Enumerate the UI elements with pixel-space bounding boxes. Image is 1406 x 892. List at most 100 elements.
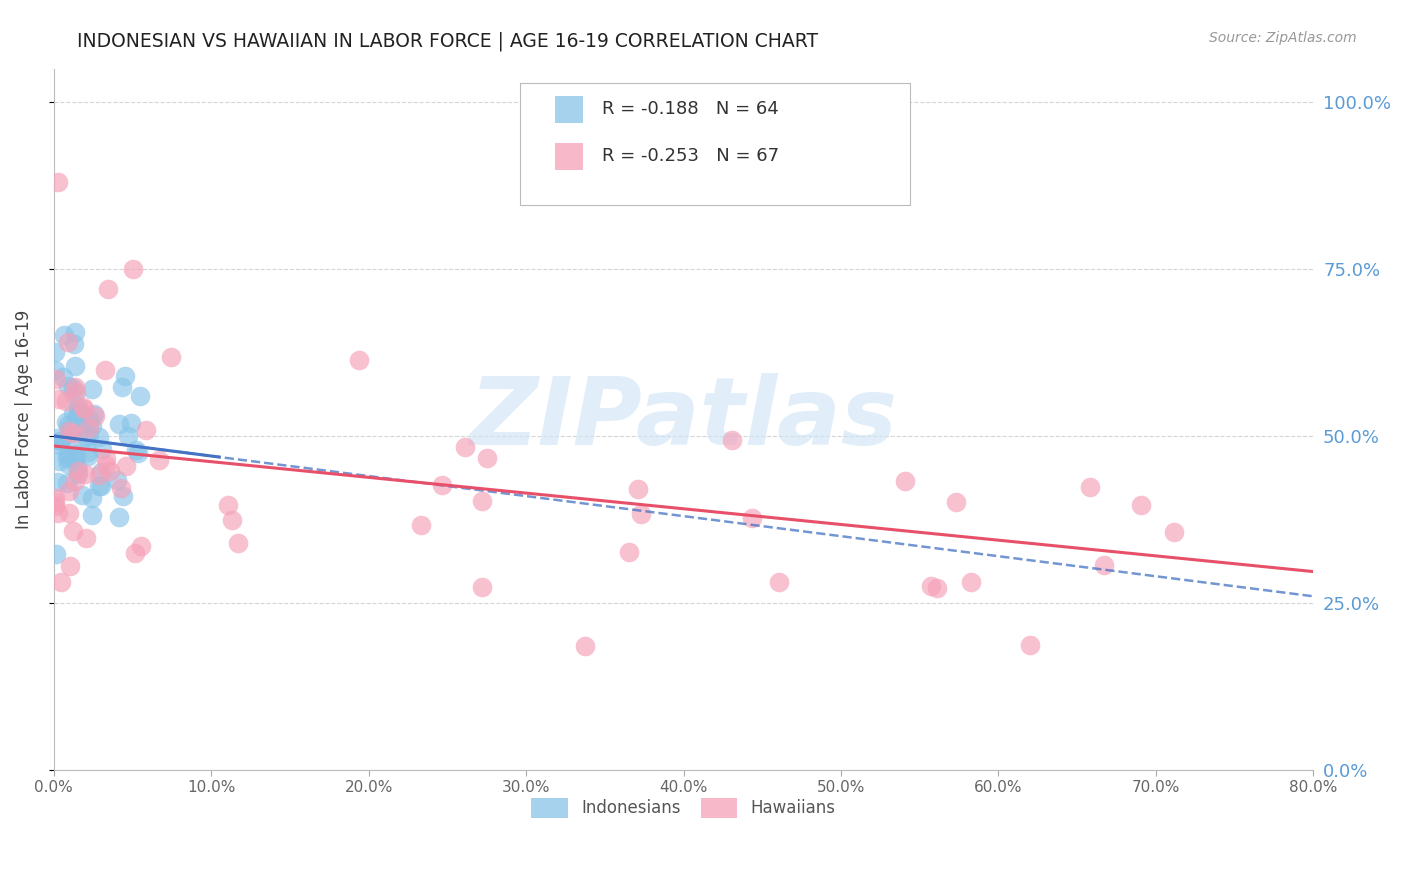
Point [125, 443, 148, 458]
Point [122, 262, 145, 277]
Point [1078, 480, 1101, 494]
Point [94, 458, 117, 473]
Point [62, 406, 84, 420]
Point [475, 451, 498, 466]
Y-axis label: In Labor Force | Age 16-19: In Labor Force | Age 16-19 [15, 310, 32, 529]
Point [51, 434, 73, 449]
Point [69, 409, 91, 424]
Point [48, 454, 70, 468]
Point [129, 389, 152, 403]
Point [46, 475, 69, 489]
Point [117, 429, 139, 443]
Point [1019, 638, 1042, 652]
Bar [555, 143, 583, 169]
Point [44, 491, 66, 506]
Point [430, 478, 453, 492]
Point [83, 407, 105, 421]
Point [44, 345, 66, 359]
Point [62, 524, 84, 538]
Point [66, 467, 89, 482]
Point [894, 474, 917, 488]
Point [66, 405, 89, 419]
Point [62, 425, 84, 440]
Point [75, 531, 97, 545]
Point [721, 434, 744, 448]
Point [58, 448, 80, 462]
Point [1130, 498, 1153, 512]
Text: INDONESIAN VS HAWAIIAN IN LABOR FORCE | AGE 16-19 CORRELATION CHART: INDONESIAN VS HAWAIIAN IN LABOR FORCE | … [77, 31, 818, 51]
Point [79, 429, 101, 443]
Point [129, 539, 152, 553]
Point [46, 506, 69, 520]
Point [80, 382, 103, 396]
Point [94, 363, 117, 377]
Point [53, 327, 76, 342]
Point [58, 422, 80, 436]
Point [56, 417, 79, 432]
Point [63, 336, 86, 351]
Point [1163, 525, 1185, 540]
Point [148, 452, 170, 467]
Point [49, 574, 72, 589]
Point [44, 495, 66, 509]
Point [58, 425, 80, 439]
Point [768, 575, 790, 590]
Point [58, 334, 80, 349]
Point [90, 442, 112, 457]
Point [55, 416, 77, 430]
Point [114, 369, 136, 384]
Point [107, 417, 129, 431]
Point [920, 579, 942, 593]
Point [62, 439, 84, 453]
Point [110, 482, 132, 496]
Point [97, 282, 120, 296]
Point [87, 468, 110, 483]
Point [65, 385, 87, 400]
Point [67, 400, 90, 414]
Point [77, 421, 100, 435]
Point [55, 394, 77, 409]
Point [65, 447, 87, 461]
Text: Source: ZipAtlas.com: Source: ZipAtlas.com [1209, 31, 1357, 45]
Point [89, 430, 111, 444]
Point [65, 325, 87, 339]
Point [160, 350, 183, 364]
Point [65, 380, 87, 394]
Point [111, 489, 134, 503]
Point [45, 431, 67, 445]
Point [94, 451, 117, 466]
Point [59, 558, 82, 573]
Point [63, 451, 86, 466]
Point [1092, 558, 1115, 572]
Point [56, 379, 79, 393]
Point [73, 402, 96, 417]
Point [62, 381, 84, 395]
Point [72, 400, 94, 414]
Point [127, 445, 149, 459]
Point [60, 425, 83, 439]
Point [619, 545, 641, 559]
Legend: Indonesians, Hawaiians: Indonesians, Hawaiians [524, 791, 842, 825]
Point [80, 418, 103, 433]
Point [960, 575, 983, 590]
Point [471, 580, 494, 594]
Point [45, 547, 67, 561]
Point [82, 491, 104, 506]
Point [925, 581, 948, 595]
Point [627, 483, 650, 497]
Point [80, 508, 103, 523]
Point [226, 536, 249, 550]
Point [45, 372, 67, 386]
Point [44, 363, 66, 377]
Point [90, 465, 112, 479]
Bar [555, 95, 583, 122]
Point [63, 359, 86, 373]
Point [124, 546, 146, 560]
Text: ZIPatlas: ZIPatlas [470, 373, 897, 466]
Point [44, 500, 66, 514]
Point [105, 473, 128, 487]
Point [135, 423, 157, 437]
Point [58, 484, 80, 499]
Point [77, 445, 100, 459]
Point [111, 380, 134, 394]
